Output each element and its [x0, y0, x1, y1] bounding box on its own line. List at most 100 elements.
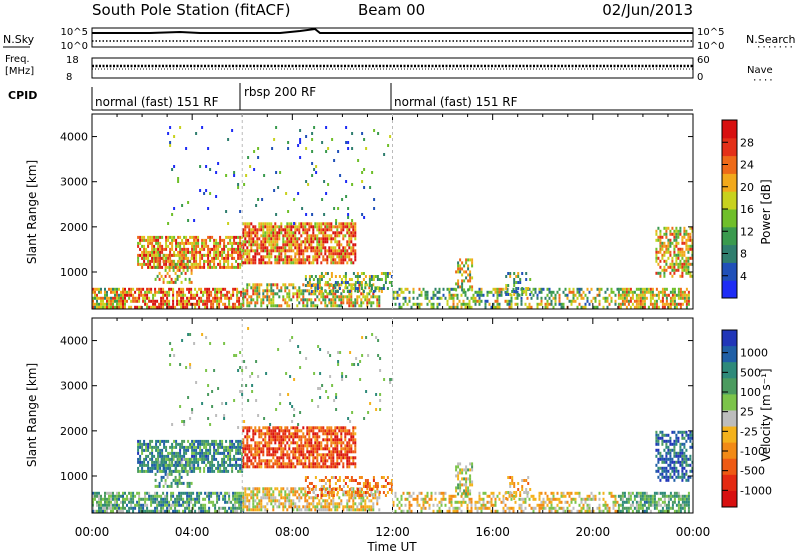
- radar-return-pixel: [149, 466, 152, 470]
- radar-return-pixel: [227, 256, 230, 260]
- radar-return-pixel: [592, 305, 595, 309]
- radar-return-pixel: [280, 289, 283, 293]
- radar-return-pixel: [306, 249, 309, 253]
- radar-return-pixel: [227, 454, 230, 458]
- radar-return-pixel: [324, 429, 327, 433]
- radar-return-pixel: [242, 261, 245, 265]
- radar-return-pixel: [338, 438, 341, 442]
- radar-return-pixel: [308, 453, 311, 457]
- radar-return-pixel: [193, 463, 196, 467]
- radar-return-pixel: [338, 456, 341, 460]
- radar-return-pixel: [151, 448, 154, 452]
- radar-return-pixel: [213, 451, 216, 455]
- radar-return-pixel: [513, 284, 516, 287]
- radar-return-pixel: [334, 275, 337, 278]
- radar-return-pixel: [685, 241, 688, 245]
- radar-return-pixel: [354, 231, 357, 235]
- radar-return-pixel: [179, 448, 182, 452]
- radar-return-pixel: [205, 253, 208, 257]
- radar-return-pixel: [372, 295, 375, 299]
- radar-return-pixel: [183, 439, 186, 443]
- radar-return-pixel: [659, 244, 662, 248]
- radar-return-pixel: [218, 509, 221, 513]
- radar-return-pixel: [231, 244, 234, 248]
- radar-return-pixel: [457, 285, 460, 289]
- radar-return-pixel: [177, 180, 180, 183]
- radar-return-pixel: [272, 283, 275, 287]
- radar-return-pixel: [245, 174, 248, 177]
- radar-return-pixel: [294, 286, 297, 290]
- radar-return-pixel: [274, 462, 277, 466]
- radar-return-pixel: [199, 253, 202, 257]
- radar-return-pixel: [153, 445, 156, 449]
- radar-return-pixel: [195, 253, 198, 257]
- radar-return-pixel: [254, 487, 257, 491]
- radar-return-pixel: [170, 287, 173, 291]
- radar-return-pixel: [155, 250, 158, 254]
- radar-return-pixel: [146, 293, 149, 297]
- radar-return-pixel: [619, 296, 622, 300]
- radar-return-pixel: [683, 296, 686, 300]
- radar-return-pixel: [311, 132, 314, 135]
- radar-return-pixel: [284, 228, 287, 232]
- radar-return-pixel: [334, 432, 337, 436]
- radar-return-pixel: [157, 454, 160, 458]
- radar-return-pixel: [184, 271, 187, 275]
- radar-return-pixel: [158, 460, 161, 464]
- radar-return-pixel: [312, 505, 315, 509]
- radar-return-pixel: [203, 457, 206, 461]
- radar-return-pixel: [292, 225, 295, 229]
- radar-return-pixel: [424, 296, 427, 300]
- radar-return-pixel: [192, 506, 195, 510]
- radar-return-pixel: [608, 302, 611, 306]
- radar-return-pixel: [667, 305, 670, 309]
- radar-return-pixel: [208, 287, 211, 291]
- radar-return-pixel: [137, 253, 140, 257]
- radar-return-pixel: [150, 494, 153, 498]
- radar-return-pixel: [248, 499, 251, 503]
- radar-return-pixel: [151, 454, 154, 458]
- radar-return-pixel: [203, 244, 206, 248]
- radar-return-pixel: [268, 450, 271, 454]
- radar-return-pixel: [159, 466, 162, 470]
- radar-return-pixel: [148, 509, 151, 513]
- radar-return-pixel: [305, 147, 308, 150]
- radar-return-pixel: [318, 252, 321, 256]
- radar-return-pixel: [294, 447, 297, 451]
- radar-return-pixel: [304, 490, 307, 494]
- radar-return-pixel: [310, 465, 313, 469]
- radar-return-pixel: [290, 435, 293, 439]
- radar-return-pixel: [110, 302, 112, 306]
- radar-return-pixel: [673, 229, 676, 233]
- radar-return-pixel: [671, 256, 674, 260]
- radar-return-pixel: [204, 305, 207, 309]
- radar-return-pixel: [548, 290, 551, 294]
- radar-return-pixel: [205, 238, 208, 242]
- radar-return-pixel: [188, 265, 191, 269]
- radar-return-pixel: [326, 258, 329, 262]
- radar-return-pixel: [348, 278, 351, 281]
- radar-return-pixel: [478, 296, 481, 300]
- radar-return-pixel: [330, 426, 333, 430]
- radar-return-pixel: [213, 457, 216, 461]
- radar-return-pixel: [98, 503, 100, 507]
- radar-return-pixel: [244, 487, 247, 491]
- radar-return-pixel: [340, 438, 343, 442]
- radar-return-pixel: [194, 500, 197, 504]
- radar-return-pixel: [106, 500, 108, 504]
- radar-return-pixel: [516, 296, 519, 300]
- radar-return-pixel: [513, 272, 516, 275]
- radar-return-pixel: [540, 299, 543, 303]
- radar-return-pixel: [162, 491, 165, 495]
- radar-return-pixel: [338, 246, 341, 250]
- radar-return-pixel: [298, 292, 301, 296]
- radar-return-pixel: [677, 268, 680, 272]
- radar-return-pixel: [262, 231, 265, 235]
- radar-return-pixel: [322, 298, 325, 302]
- radar-return-pixel: [659, 247, 662, 251]
- radar-return-pixel: [675, 235, 678, 239]
- radar-return-pixel: [328, 491, 331, 494]
- radar-return-pixel: [200, 503, 203, 507]
- radar-return-pixel: [190, 500, 193, 504]
